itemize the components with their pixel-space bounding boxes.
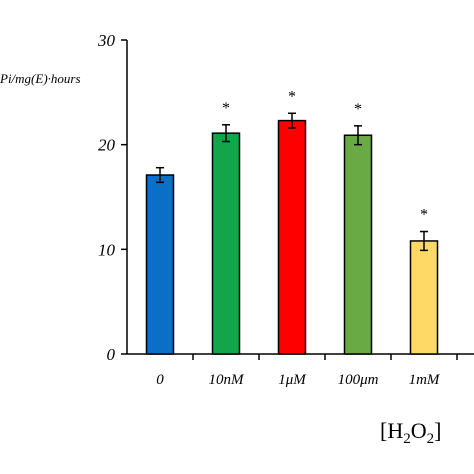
significance-marker: * <box>222 100 230 117</box>
y-tick-label: 10 <box>98 240 116 259</box>
x-tick-label: 100μm <box>338 372 379 388</box>
significance-marker: * <box>354 101 362 118</box>
bar <box>277 119 307 355</box>
bar <box>343 134 373 355</box>
bar <box>211 132 241 355</box>
y-tick-label: 30 <box>97 31 116 50</box>
y-axis-label: Pi/mg(E)·hours <box>0 71 81 86</box>
x-tick-label: 1mM <box>409 372 441 388</box>
x-axis-label-part: [H <box>380 418 403 443</box>
chart-axes: 0 10 20 30 <box>97 31 474 364</box>
x-axis-label-sub: 2 <box>427 431 435 447</box>
significance-marker: * <box>288 88 296 105</box>
x-axis-label-part: O <box>411 418 427 443</box>
x-axis-label-part: ] <box>434 418 441 443</box>
x-axis-label: [H2O2] <box>380 418 441 447</box>
x-axis-label-sub: 2 <box>403 431 411 447</box>
bar <box>409 240 439 355</box>
chart-labels: 0*10nM*1μM*100μm*1mM1 <box>156 88 441 388</box>
y-tick-label: 0 <box>107 345 116 364</box>
significance-marker: * <box>420 207 428 224</box>
bar <box>145 174 175 355</box>
x-tick-label: 0 <box>156 372 164 388</box>
y-tick-label: 20 <box>98 136 116 155</box>
x-tick-label: 1μM <box>278 372 307 388</box>
chart-bars <box>145 112 439 355</box>
x-tick-label: 10nM <box>209 372 246 388</box>
